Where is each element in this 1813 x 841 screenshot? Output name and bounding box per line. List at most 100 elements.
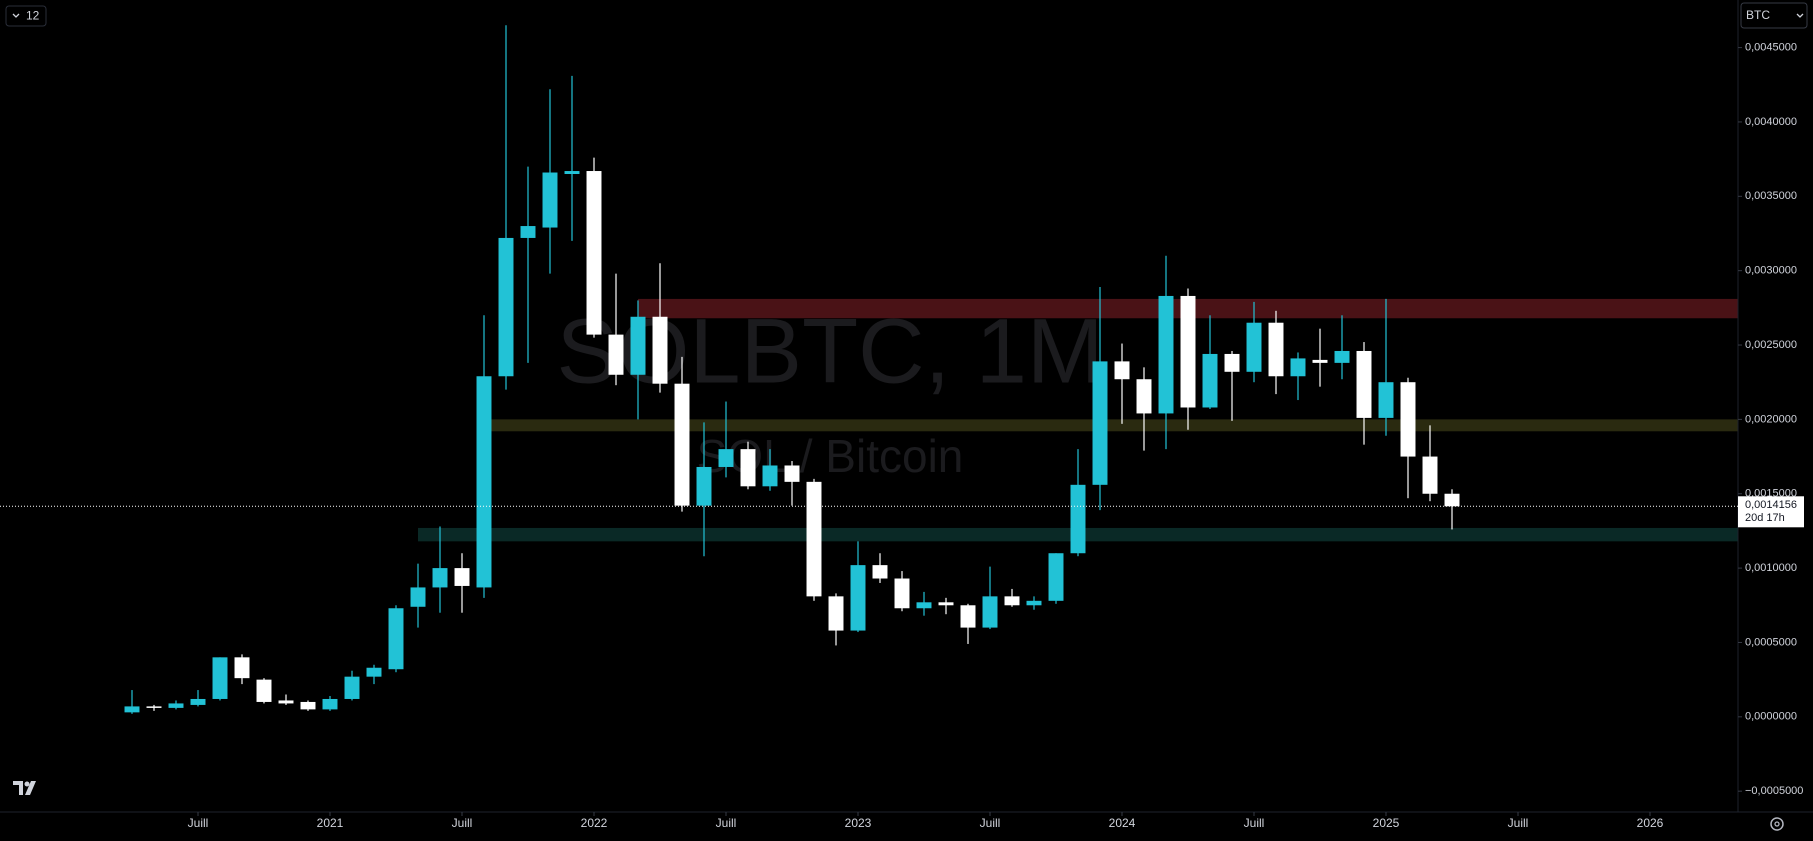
watermark-title: SOLBTC, 1M [556,300,1103,402]
y-tick-label: 0,0010000 [1745,562,1797,574]
x-tick-label: 2023 [845,816,872,830]
candle-body [1070,484,1086,554]
y-tick-label: 0,0040000 [1745,116,1797,128]
logo-shape [13,781,36,795]
x-tick-label: 2021 [317,816,344,830]
candle-body [366,667,382,677]
candle-body [762,465,778,487]
candle-body [894,578,910,609]
candle-body [982,596,998,628]
y-tick-label: 0,0025000 [1745,339,1797,351]
candle-body [608,334,624,375]
candle-body [1048,553,1064,601]
candle-body [168,703,184,708]
candle-body [828,596,844,631]
candle-body [1158,295,1174,414]
x-tick-label: 2024 [1109,816,1136,830]
candle-body [564,171,580,174]
candle-body [1136,379,1152,414]
countdown-label: 20d 17h [1745,512,1785,524]
candle-body [740,449,756,487]
y-tick-label: −0,0005000 [1745,785,1803,797]
x-tick-label: Juill [980,816,1001,830]
y-tick-label: 0,0005000 [1745,636,1797,648]
candle-body [344,676,360,699]
watermark-subtitle: SOL / Bitcoin [697,430,964,482]
candle-body [1246,322,1262,372]
axes: −0,0005000 0,0000000 0,0005000 0,0010000 0,0… [0,41,1804,830]
candle-body [938,602,954,606]
candle-body [454,568,470,586]
candle-body [278,700,294,704]
candle-body [476,376,492,588]
candle-body [696,466,712,506]
candle-body [1180,295,1196,408]
candle-body [1004,596,1020,606]
x-tick-label: Juill [452,816,473,830]
interval-label: 12 [26,9,40,23]
settings-icon-center [1774,821,1780,827]
settings-icon[interactable] [1770,817,1784,831]
chevron-icon [1796,13,1804,18]
candle-body [410,587,426,607]
candle-body [718,449,734,467]
candle-body [630,316,646,375]
interval-button-box[interactable] [5,5,47,27]
candle-body [212,657,228,699]
x-tick-label: 2022 [581,816,608,830]
candle-body [960,605,976,628]
y-tick-label: 0,0030000 [1745,265,1797,277]
candle-body [1290,358,1306,377]
interval-button[interactable]: 12 [5,5,47,27]
candle-body [1092,361,1108,485]
candle-body [1444,493,1460,507]
candle-body [1312,359,1328,363]
candle-body [784,465,800,482]
x-tick-label: Juill [1244,816,1265,830]
candle-body [652,316,668,384]
candle-body [1356,350,1372,418]
x-tick-label: 2025 [1373,816,1400,830]
settings-button[interactable] [1770,817,1784,831]
last-price-box [1738,496,1804,528]
zone [484,419,1738,432]
candle-body [1202,353,1218,408]
candle-body [1400,382,1416,457]
x-tick-label: Juill [188,816,209,830]
candle-body [1268,322,1284,377]
y-tick-label: 0,0000000 [1745,711,1797,723]
candle-body [256,679,272,702]
candle-body [498,237,514,377]
candle-body [190,698,206,705]
candle-body [234,657,250,679]
candle-body [432,568,448,588]
candle-body [388,608,404,670]
last-price-label: 0,0014156 [1745,499,1797,511]
candle-body [322,698,338,710]
y-tick-label: 0,0020000 [1745,413,1797,425]
tradingview-logo [13,781,36,795]
x-tick-label: Juill [716,816,737,830]
symbol-select[interactable]: BTC [1740,2,1808,29]
candle-body [124,706,140,713]
chevron-icon [12,13,20,18]
candle-body [1334,350,1350,363]
candle-body [1114,361,1130,380]
candle-body [1422,456,1438,494]
y-tick-label: 0,0035000 [1745,190,1797,202]
candle-body [674,383,690,506]
candle-body [916,602,932,609]
candle-body [1378,382,1394,418]
candle-body [146,706,162,708]
symbol-select-box[interactable] [1740,2,1808,29]
candle-body [542,172,558,228]
y-tick-label: 0,0045000 [1745,41,1797,53]
candle-body [300,701,316,710]
x-tick-label: 2026 [1637,816,1664,830]
x-tick-label: Juill [1508,816,1529,830]
symbol-label: BTC [1746,8,1770,22]
candle-body [850,565,866,631]
candle-body [806,481,822,597]
